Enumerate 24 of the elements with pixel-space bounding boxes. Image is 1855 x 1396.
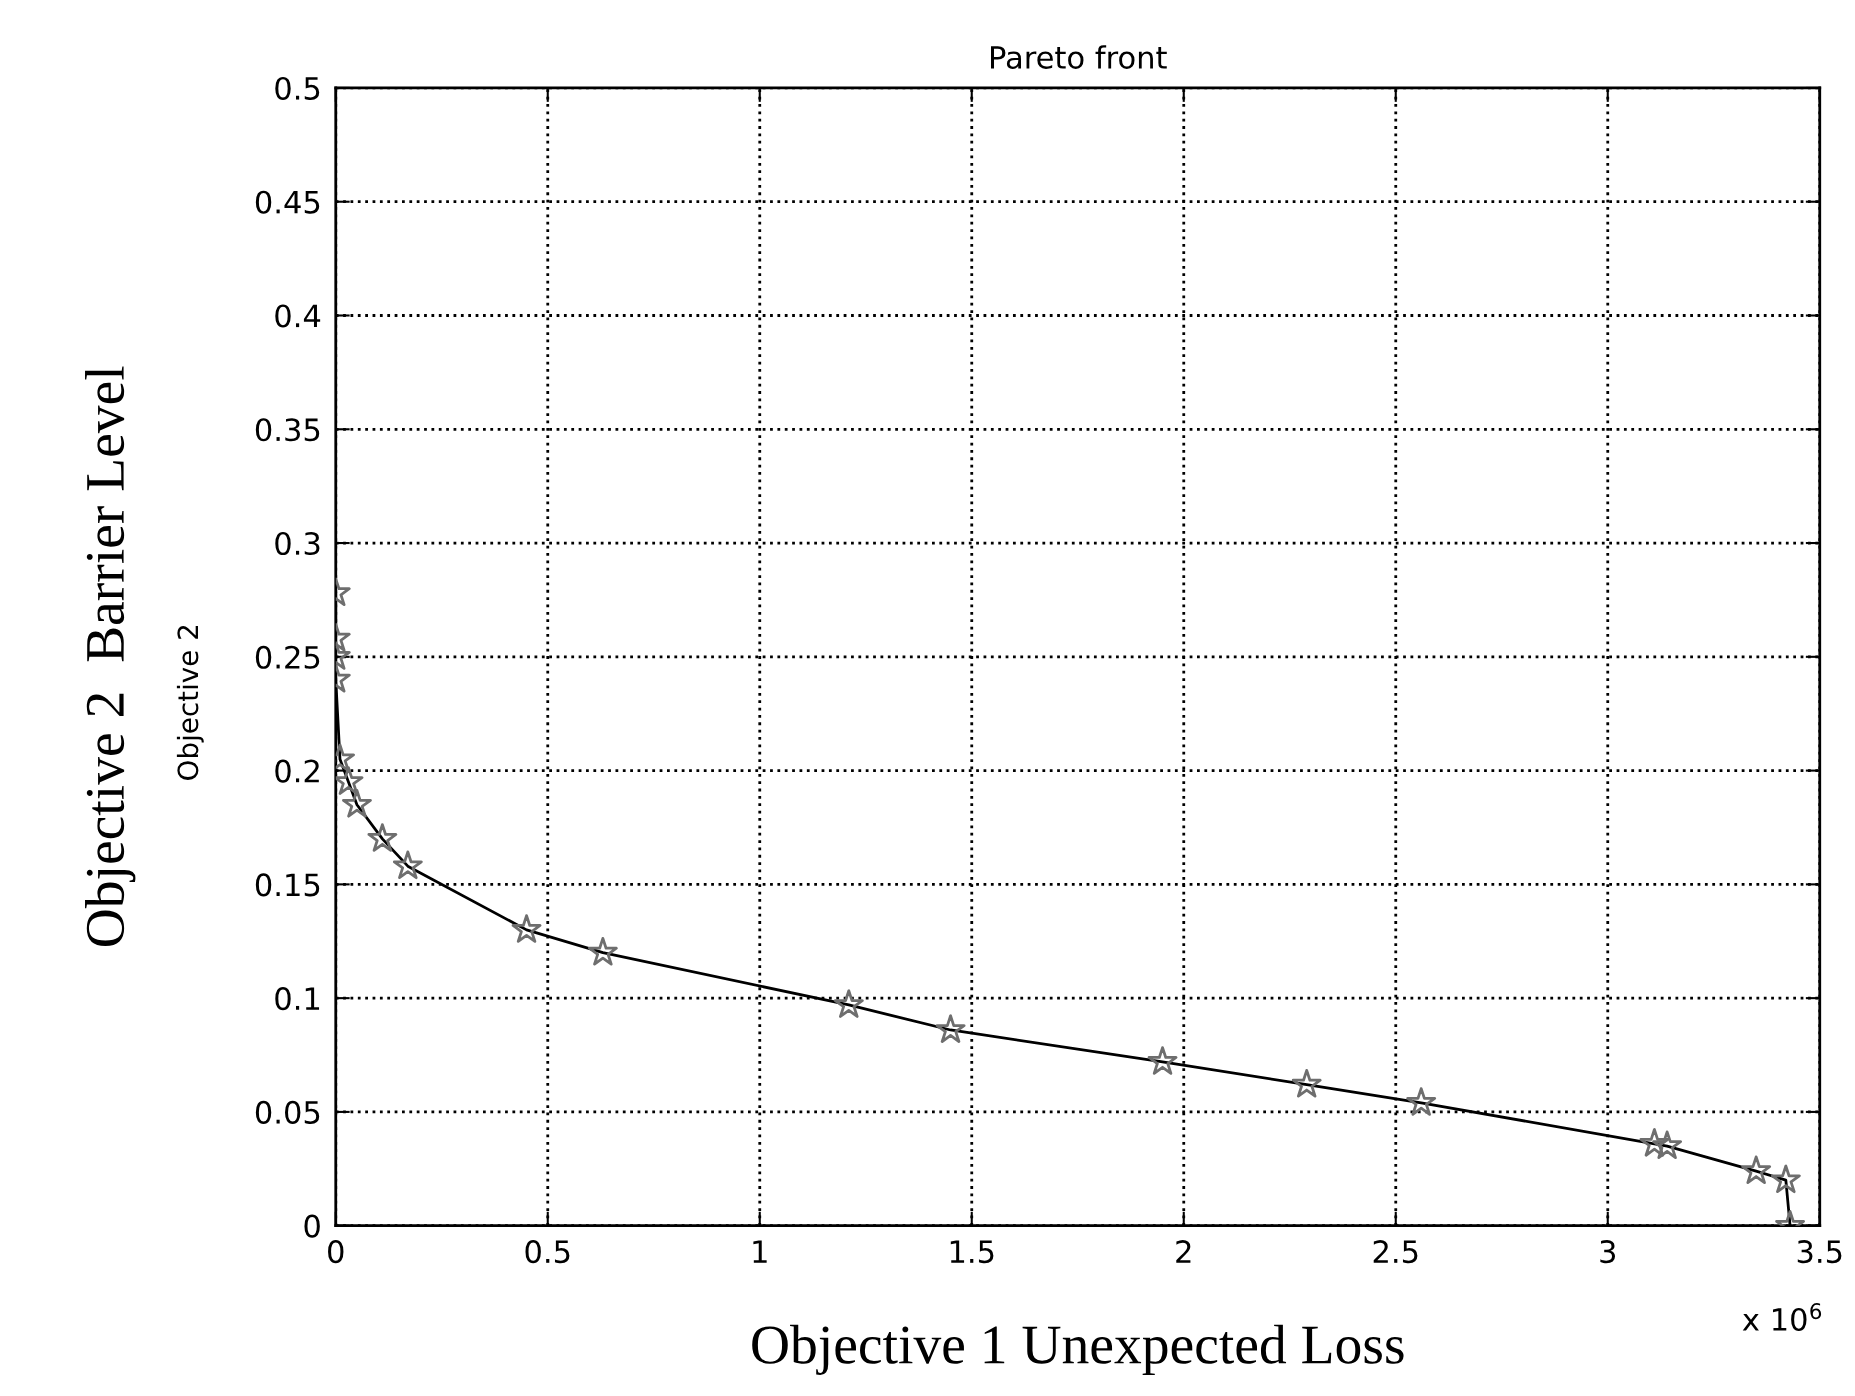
x-tick-label: 3.5 bbox=[1797, 1240, 1842, 1264]
y-tick-label: 0.05 bbox=[255, 1100, 320, 1124]
y-tick-label: 0.5 bbox=[275, 76, 320, 100]
x-axis-title: Objective 1 Unexpected Loss bbox=[752, 1324, 1404, 1376]
x-tick-label: 1 bbox=[753, 1240, 767, 1263]
y-tick-label: 0.3 bbox=[275, 531, 320, 556]
y-tick-label: 0.4 bbox=[275, 304, 321, 328]
x-tick-label: 2 bbox=[1176, 1240, 1191, 1263]
text: x 10$^{6}$ bbox=[1742, 1303, 1822, 1332]
y-tick-label: 0.2 bbox=[275, 759, 319, 783]
x-tick-label: 2.5 bbox=[1373, 1240, 1418, 1264]
x-tick-label: 3 bbox=[1600, 1240, 1616, 1264]
y-tick-label: 0 bbox=[304, 1214, 320, 1238]
chart-title: Pareto front bbox=[991, 45, 1167, 69]
y-axis-title: Objective 2 Barrier Level bbox=[85, 366, 136, 947]
y-tick-label: 0.35 bbox=[255, 418, 320, 442]
text: Objective 2 bbox=[176, 626, 204, 780]
y-tick-label: 0.15 bbox=[255, 873, 320, 897]
x-tick-label: 0 bbox=[328, 1240, 344, 1264]
y-tick-label: 0.1 bbox=[275, 987, 320, 1011]
y-tick-label: 0.25 bbox=[255, 645, 320, 669]
x-tick-label: 0.5 bbox=[525, 1240, 570, 1264]
y-tick-label: 0.45 bbox=[255, 190, 320, 214]
x-tick-label: 1.5 bbox=[950, 1240, 994, 1264]
